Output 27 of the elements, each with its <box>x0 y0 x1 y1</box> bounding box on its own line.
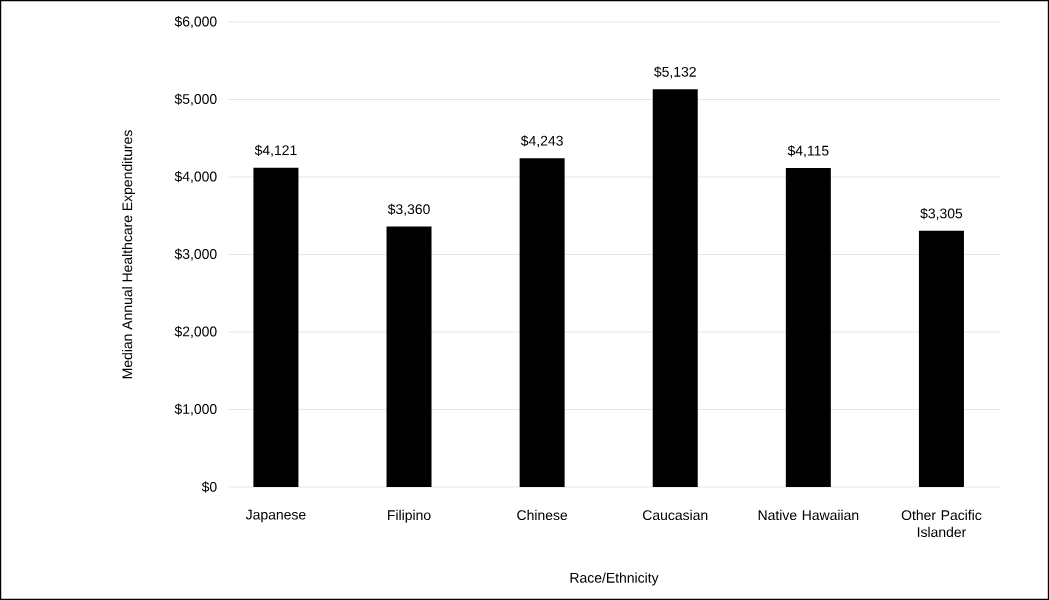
data-label: $4,121 <box>254 144 297 157</box>
data-label: $3,360 <box>387 203 430 216</box>
data-label: $4,243 <box>520 135 563 148</box>
y-tick-label: $4,000 <box>174 170 217 184</box>
x-tick-label: Chinese <box>517 509 568 521</box>
bar <box>519 158 565 487</box>
x-tick-label: Filipino <box>388 509 431 523</box>
y-tick-label: $6,000 <box>174 15 217 29</box>
x-tick-label: Japanese <box>245 509 306 523</box>
bar <box>253 167 299 487</box>
x-tick-label: Other Pacific Islander <box>901 509 982 538</box>
data-label: $4,115 <box>787 145 829 158</box>
bar <box>652 89 698 487</box>
y-tick-label: $1,000 <box>174 403 217 416</box>
data-label: $3,305 <box>920 207 963 221</box>
bar <box>386 226 432 487</box>
bar <box>918 230 964 487</box>
y-tick-label: $5,000 <box>174 93 217 106</box>
x-tick-label: Native Hawaiian <box>758 509 859 521</box>
y-axis-title: Median Annual Healthcare Expenditures <box>121 130 135 379</box>
x-axis-title: Race/Ethnicity <box>570 572 659 586</box>
bar <box>785 168 831 487</box>
x-tick-label: Caucasian <box>642 509 708 521</box>
data-label: $5,132 <box>654 66 696 79</box>
y-tick-label: $0 <box>201 481 217 493</box>
y-tick-label: $3,000 <box>174 248 217 261</box>
y-tick-label: $2,000 <box>174 325 217 339</box>
